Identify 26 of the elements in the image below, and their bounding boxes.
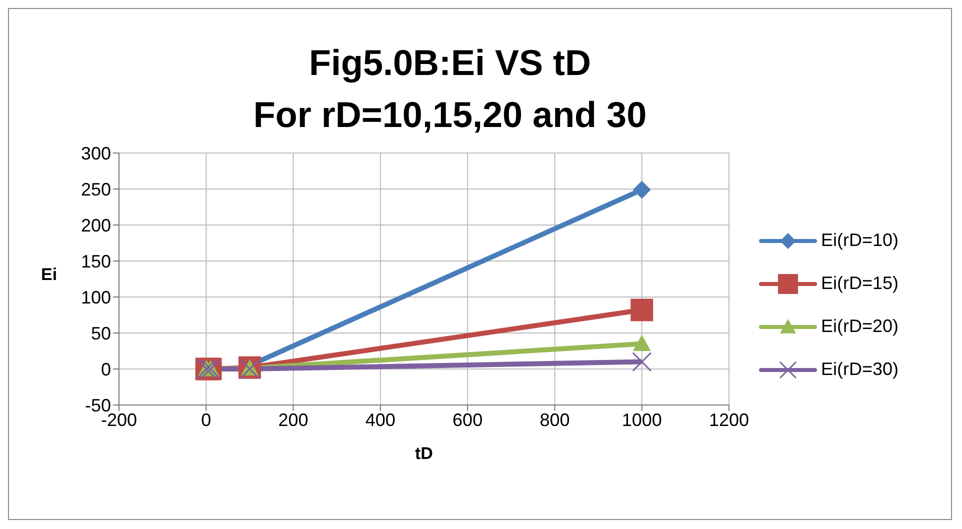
- y-tick-label: 50: [90, 323, 111, 344]
- x-tick-label: 1000: [622, 410, 662, 430]
- y-tick-label: 100: [80, 287, 111, 308]
- legend-label: Ei(rD=10): [821, 230, 899, 251]
- x-tick-label: 400: [365, 410, 396, 430]
- point: [632, 352, 652, 372]
- y-tick-label: 300: [80, 143, 111, 164]
- legend-label: Ei(rD=30): [821, 359, 899, 380]
- y-tick-label: 0: [100, 359, 111, 380]
- chart-title: Fig5.0B:Ei VS tD: [308, 41, 592, 85]
- point: [632, 334, 651, 351]
- point: [630, 298, 654, 322]
- y-axis-title: Ei: [41, 265, 58, 285]
- legend-label: Ei(rD=20): [821, 316, 899, 337]
- y-tick-label: 250: [80, 179, 111, 200]
- x-tick-label: 0: [201, 410, 212, 430]
- x-tick-label: 1200: [708, 410, 750, 430]
- y-tick-label: 200: [80, 215, 111, 236]
- legend-label: Ei(rD=15): [821, 273, 899, 294]
- x-axis-title: tD: [415, 444, 433, 463]
- chart-subtitle: For rD=10,15,20 and 30: [252, 93, 648, 137]
- point: [632, 180, 651, 199]
- y-tick-label: 150: [80, 251, 111, 272]
- x-tick-label: 800: [540, 410, 570, 430]
- x-tick-label: 600: [452, 410, 483, 430]
- x-tick-label: 200: [278, 410, 308, 430]
